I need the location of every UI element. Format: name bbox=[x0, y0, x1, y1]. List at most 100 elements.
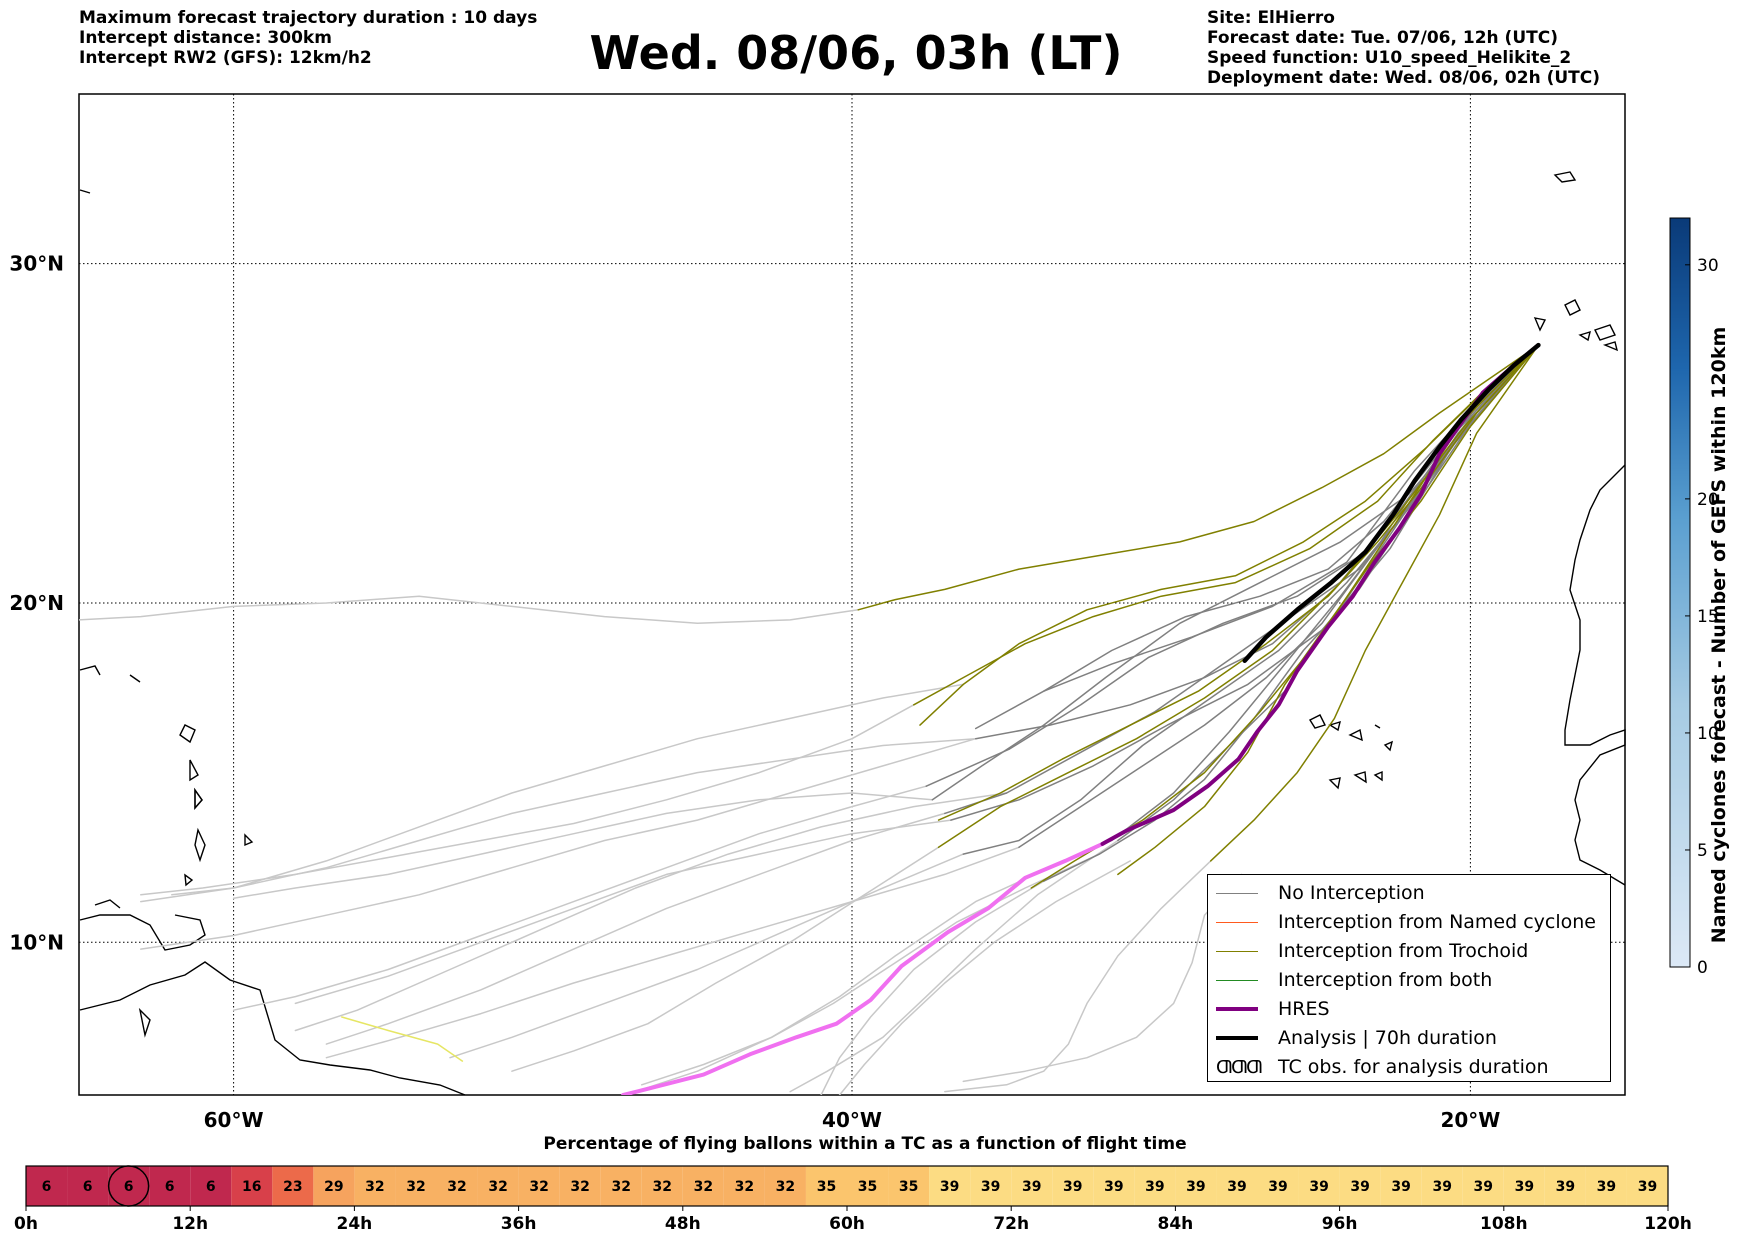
cape-verde bbox=[1353, 771, 1367, 784]
header-left-line: Intercept RW2 (GFS): 12km/h2 bbox=[79, 48, 372, 68]
trajectory-nolate bbox=[171, 737, 977, 896]
coastlines bbox=[79, 171, 1626, 1096]
tc-percentage-value: 23 bbox=[283, 1179, 302, 1195]
tc-percentage-value: 39 bbox=[1063, 1179, 1082, 1195]
canary-islands bbox=[1564, 299, 1581, 316]
trajectory-hres-late bbox=[621, 841, 1105, 1095]
tc-percentage-cell bbox=[1462, 1166, 1504, 1206]
tc-percentage-cell bbox=[231, 1166, 273, 1206]
tc-percentage-value: 32 bbox=[529, 1179, 548, 1195]
strip-time-label: 48h bbox=[665, 1214, 701, 1234]
tc-percentage-value: 32 bbox=[653, 1179, 672, 1195]
colorbar-tick-label: 5 bbox=[1697, 841, 1708, 861]
trajectory-nolate bbox=[449, 853, 965, 1059]
strip-time-label: 24h bbox=[337, 1214, 373, 1234]
legend-item-named-cyclone: Interception from Named cyclone bbox=[1216, 910, 1596, 934]
trajectory-yellow bbox=[341, 1016, 464, 1062]
caribbean-island bbox=[189, 759, 199, 782]
trajectory-nolate bbox=[511, 846, 940, 1072]
y-tick-label: 10°N bbox=[9, 930, 64, 954]
trajectory-troch bbox=[919, 344, 1540, 726]
trajectory-nolate bbox=[294, 819, 952, 1005]
tc-percentage-value: 39 bbox=[1145, 1179, 1164, 1195]
trajectory-nolate bbox=[789, 839, 1119, 1093]
tc-percentage-value: 32 bbox=[735, 1179, 754, 1195]
colorbar-label: Named cyclones forecast - Number of GEFS… bbox=[1708, 326, 1730, 944]
trajectory-nolate bbox=[140, 683, 965, 903]
tc-percentage-cell bbox=[477, 1166, 519, 1206]
tc-percentage-cell bbox=[1093, 1166, 1135, 1206]
strip-time-label: 84h bbox=[1158, 1214, 1194, 1234]
trajectory-nolate bbox=[325, 812, 946, 1045]
x-tick-label: 20°W bbox=[1440, 1108, 1500, 1132]
tc-percentage-cell bbox=[1585, 1166, 1627, 1206]
colorbar-tick-label: 30 bbox=[1697, 256, 1719, 276]
tc-percentage-cell bbox=[272, 1166, 314, 1206]
trajectories bbox=[79, 342, 1541, 1095]
colorbar-tick-label: 10 bbox=[1697, 724, 1719, 744]
strip-time-label: 12h bbox=[172, 1214, 208, 1234]
trajectory-nolate bbox=[838, 860, 1132, 1095]
tc-percentage-value: 35 bbox=[899, 1179, 918, 1195]
legend-label: Analysis | 70h duration bbox=[1278, 1027, 1497, 1049]
tc-percentage-value: 39 bbox=[1186, 1179, 1205, 1195]
tc-percentage-value: 6 bbox=[206, 1179, 216, 1195]
legend-label: TC obs. for analysis duration bbox=[1278, 1056, 1549, 1078]
tc-percentage-value: 39 bbox=[1022, 1179, 1041, 1195]
tc-percentage-value: 39 bbox=[1556, 1179, 1575, 1195]
madeira bbox=[1553, 171, 1577, 183]
legend-swatch bbox=[1216, 1036, 1258, 1040]
tc-percentage-cell bbox=[764, 1166, 806, 1206]
tc-percentage-cell bbox=[1544, 1166, 1586, 1206]
trajectory-nolate bbox=[79, 595, 859, 625]
caribbean-island bbox=[184, 873, 194, 887]
tc-percentage-cell bbox=[436, 1166, 478, 1206]
cape-verde bbox=[1374, 724, 1381, 729]
tc-percentage-value: 32 bbox=[694, 1179, 713, 1195]
trajectory-troch bbox=[857, 344, 1540, 611]
trajectory-noint bbox=[974, 344, 1540, 740]
trajectory-noint bbox=[925, 344, 1540, 787]
tc-percentage-value: 32 bbox=[365, 1179, 384, 1195]
trajectory-troch bbox=[937, 344, 1540, 849]
trajectory-nolate bbox=[944, 860, 1212, 1093]
trajectory-noint bbox=[931, 344, 1540, 801]
legend-swatch bbox=[1216, 921, 1258, 923]
y-tick-label: 30°N bbox=[9, 252, 64, 276]
caribbean-island bbox=[179, 724, 196, 744]
caribbean-island bbox=[79, 665, 101, 676]
tc-percentage-cell bbox=[641, 1166, 683, 1206]
trajectory-nolate bbox=[294, 792, 1008, 1032]
cape-verde bbox=[1373, 770, 1383, 782]
tc-percentage-value: 35 bbox=[858, 1179, 877, 1195]
south-america-coast bbox=[79, 961, 466, 1096]
canary-islands bbox=[1578, 330, 1591, 342]
tc-percentage-value: 6 bbox=[42, 1179, 52, 1195]
strip-time-label: 72h bbox=[993, 1214, 1029, 1234]
tc-percentage-value: 32 bbox=[570, 1179, 589, 1195]
tc-percentage-value: 39 bbox=[940, 1179, 959, 1195]
tc-percentage-value: 29 bbox=[324, 1179, 343, 1195]
header-right-line: Speed function: U10_speed_Helikite_2 bbox=[1207, 48, 1572, 68]
trajectory-troch bbox=[937, 344, 1540, 821]
cape-verde bbox=[1348, 728, 1363, 742]
tc-percentage-cell bbox=[1216, 1166, 1258, 1206]
strip-time-label: 36h bbox=[501, 1214, 537, 1234]
tc-percentage-cell bbox=[929, 1166, 971, 1206]
tc-obs-symbol: ƢƢƢ bbox=[1216, 1056, 1263, 1078]
legend-item-both: Interception from both bbox=[1216, 968, 1492, 992]
tc-percentage-value: 39 bbox=[1309, 1179, 1328, 1195]
caribbean-island bbox=[129, 674, 141, 683]
tc-percentage-value: 39 bbox=[1350, 1179, 1369, 1195]
trajectory-nolate bbox=[232, 792, 934, 899]
tc-percentage-cell bbox=[682, 1166, 724, 1206]
header-left-line: Intercept distance: 300km bbox=[79, 28, 332, 48]
trajectory-nolate bbox=[140, 737, 977, 950]
tc-percentage-value: 39 bbox=[1638, 1179, 1657, 1195]
tc-percentage-cell bbox=[1503, 1166, 1545, 1206]
canary-islands bbox=[1602, 341, 1619, 352]
canary-islands bbox=[1533, 317, 1547, 332]
x-tick-label: 40°W bbox=[822, 1108, 882, 1132]
trajectory-troch bbox=[1117, 344, 1540, 876]
tc-percentage-value: 39 bbox=[1268, 1179, 1287, 1195]
